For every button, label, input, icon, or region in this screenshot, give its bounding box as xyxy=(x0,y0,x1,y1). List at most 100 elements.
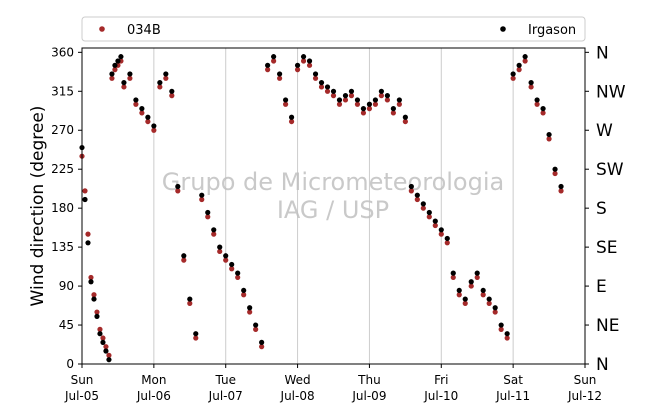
data-point xyxy=(157,80,163,86)
data-point xyxy=(133,101,139,107)
data-point xyxy=(181,253,187,259)
data-point xyxy=(378,93,384,99)
data-point xyxy=(205,214,211,220)
data-point xyxy=(486,296,492,302)
data-point xyxy=(318,80,325,86)
data-point xyxy=(187,296,193,302)
data-point xyxy=(235,270,241,276)
data-point xyxy=(169,88,175,94)
data-point xyxy=(420,205,426,211)
data-point xyxy=(546,131,552,138)
data-point xyxy=(300,58,307,64)
data-point xyxy=(127,71,133,77)
y-tick-label: 90 xyxy=(59,279,74,293)
data-point xyxy=(288,118,295,125)
data-point xyxy=(492,309,498,315)
data-point xyxy=(229,261,235,268)
x-tick-date: Jul-05 xyxy=(64,389,99,403)
data-point xyxy=(109,75,115,81)
x-tick-day: Sun xyxy=(574,373,597,387)
data-point xyxy=(199,192,205,198)
data-point xyxy=(492,305,498,311)
data-point xyxy=(540,106,546,112)
data-point xyxy=(82,196,88,203)
data-point xyxy=(217,244,223,250)
data-point xyxy=(106,352,112,358)
data-point xyxy=(390,110,396,116)
data-point xyxy=(444,240,450,246)
compass-axis-labels: N NE E SE S SW W NW N xyxy=(585,43,626,375)
data-point xyxy=(456,287,462,294)
data-point xyxy=(546,136,552,142)
data-point xyxy=(450,270,456,276)
data-point xyxy=(516,62,522,68)
x-tick-date: Jul-12 xyxy=(567,389,602,403)
data-point xyxy=(115,58,121,64)
data-point xyxy=(318,84,325,90)
data-point xyxy=(100,335,106,341)
data-point xyxy=(408,183,414,190)
data-point xyxy=(426,209,432,216)
data-point xyxy=(193,331,199,337)
data-point xyxy=(306,58,313,64)
data-point xyxy=(534,101,540,107)
x-tick-day: Fri xyxy=(434,373,448,387)
watermark-line-1: Grupo de Micrometeorologia xyxy=(162,168,504,196)
data-point xyxy=(378,88,384,94)
data-point xyxy=(139,106,145,112)
y-tick-label: 0 xyxy=(66,357,74,371)
x-tick-day: Mon xyxy=(141,373,166,387)
data-point xyxy=(342,93,349,99)
data-point xyxy=(265,62,271,68)
data-point xyxy=(265,67,271,73)
y-tick-label: 270 xyxy=(51,123,74,137)
data-point xyxy=(528,84,534,90)
x-tick-date: Jul-10 xyxy=(423,389,458,403)
data-point xyxy=(450,274,456,281)
data-point xyxy=(372,101,379,107)
data-point xyxy=(312,71,319,77)
data-point xyxy=(97,331,103,337)
data-point xyxy=(474,270,480,276)
data-point xyxy=(534,97,540,103)
x-tick-date: Jul-07 xyxy=(208,389,243,403)
data-point xyxy=(510,71,516,77)
watermark: Grupo de Micrometeorologia IAG / USP xyxy=(162,168,504,224)
data-point xyxy=(306,62,313,68)
data-point xyxy=(294,67,301,73)
series-034b xyxy=(79,58,564,358)
data-point xyxy=(558,183,564,190)
data-point xyxy=(462,296,468,302)
data-point xyxy=(438,231,444,237)
data-point xyxy=(498,322,504,328)
data-point xyxy=(390,106,396,112)
data-point xyxy=(558,188,564,194)
compass-label: SE xyxy=(596,238,618,258)
data-point xyxy=(112,62,118,68)
data-point xyxy=(271,54,277,60)
data-point xyxy=(100,339,106,345)
data-point xyxy=(468,279,474,285)
data-point xyxy=(211,227,217,233)
x-tick-day: Wed xyxy=(284,373,310,387)
x-tick-day: Sat xyxy=(503,373,523,387)
data-point xyxy=(94,309,100,315)
data-point xyxy=(85,240,91,246)
data-point xyxy=(312,75,319,81)
legend-label-irgason: Irgason xyxy=(528,23,576,38)
data-point xyxy=(88,274,94,281)
data-points xyxy=(79,54,564,363)
data-point xyxy=(127,75,133,81)
data-point xyxy=(510,75,516,81)
data-point xyxy=(121,84,127,90)
data-point xyxy=(193,335,199,341)
data-point xyxy=(516,67,522,73)
data-point xyxy=(283,101,289,107)
data-point xyxy=(480,287,486,294)
series-irgason xyxy=(79,54,564,363)
data-point xyxy=(522,54,528,60)
data-point xyxy=(462,300,468,306)
data-point xyxy=(300,54,307,60)
data-point xyxy=(103,344,109,350)
